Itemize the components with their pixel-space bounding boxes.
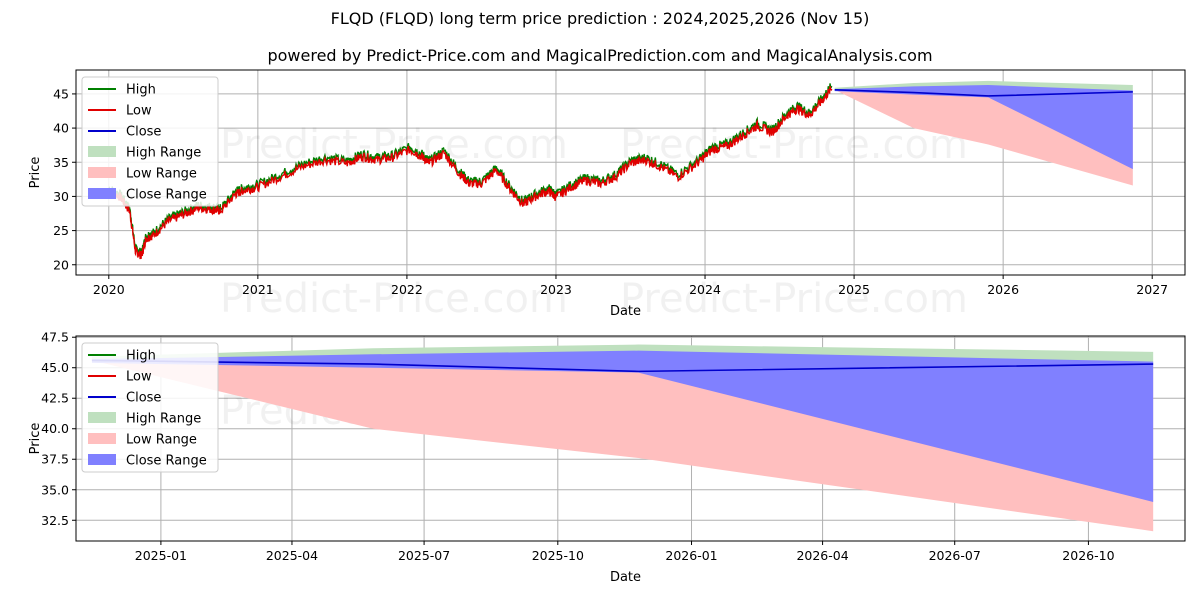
- y-tick-label: 37.5: [41, 452, 69, 467]
- chart-subtitle: powered by Predict-Price.com and Magical…: [267, 46, 933, 65]
- marks: [108, 80, 1133, 260]
- legend-label: High Range: [126, 412, 201, 427]
- x-tick-label: 2025-01: [135, 548, 187, 563]
- plot-frame: [75, 69, 1186, 276]
- y-tick-label: 40.0: [41, 421, 69, 436]
- x-tick-label: 2025-10: [532, 548, 584, 563]
- close-range-area: [834, 85, 1133, 170]
- x-axis-title: Date: [610, 304, 641, 319]
- legend-swatch: [88, 146, 116, 157]
- y-axis-title: Price: [28, 157, 43, 189]
- chart-panel-1: 2020 2021 2022 2023 2024 2025 2026 202720253035…: [28, 69, 1186, 322]
- legend-swatch: [88, 433, 116, 444]
- x-tick-label: 2025-07: [398, 548, 450, 563]
- marks: [91, 344, 1154, 532]
- x-axis-title: Date: [610, 570, 641, 585]
- plot-frame: [75, 335, 1186, 542]
- legend-label: Close Range: [126, 454, 207, 469]
- legend-label: High: [126, 83, 156, 98]
- legend: High Low Close High Range Low Range Close Ran…: [81, 76, 219, 207]
- legend: High Low Close High Range Low Range Close Ran…: [81, 342, 219, 473]
- legend-label: Low Range: [126, 167, 197, 182]
- legend-label: High: [126, 349, 156, 364]
- legend-label: Low: [126, 370, 152, 385]
- close-forecast-line: [91, 359, 1154, 373]
- y-tick-label: 47.5: [41, 330, 69, 345]
- y-tick-label: 25: [53, 223, 69, 238]
- x-tick-label: 2027: [1136, 282, 1168, 297]
- legend-swatch: [88, 412, 116, 423]
- legend-swatch: [88, 454, 116, 465]
- x-tick-label: 2022: [391, 282, 423, 297]
- y-tick-label: 45: [53, 86, 69, 101]
- x-tick-label: 2021: [242, 282, 274, 297]
- legend-label: Low: [126, 104, 152, 119]
- y-tick-label: 35: [53, 155, 69, 170]
- watermark: Predict-Price.com: [220, 276, 568, 322]
- legend-label: Low Range: [126, 433, 197, 448]
- y-tick-label: 45.0: [41, 360, 69, 375]
- x-tick-label: 2026-04: [796, 548, 848, 563]
- x-tick-label: 2026-10: [1062, 548, 1114, 563]
- legend-label: Close Range: [126, 188, 207, 203]
- x-tick-label: 2026-07: [929, 548, 981, 563]
- y-tick-label: 42.5: [41, 391, 69, 406]
- y-tick-label: 32.5: [41, 513, 69, 528]
- close-forecast-line: [834, 89, 1133, 97]
- legend-swatch: [88, 167, 116, 178]
- y-tick-label: 35.0: [41, 482, 69, 497]
- low-history-line: [108, 86, 833, 260]
- y-tick-label: 20: [53, 257, 69, 272]
- x-tick-label: 2025-04: [266, 548, 318, 563]
- y-axis-title: Price: [28, 423, 43, 455]
- x-tick-label: 2025: [838, 282, 870, 297]
- x-tick-label: 2020: [93, 282, 125, 297]
- x-tick-label: 2024: [689, 282, 721, 297]
- watermark: Predict-Price.com: [620, 122, 968, 168]
- chart-title: FLQD (FLQD) long term price prediction :…: [330, 9, 870, 28]
- x-tick-label: 2023: [540, 282, 572, 297]
- legend-label: High Range: [126, 146, 201, 161]
- y-tick-label: 40: [53, 121, 69, 136]
- x-tick-label: 2026: [987, 282, 1019, 297]
- watermark: Predict-Price.com: [620, 276, 968, 322]
- chart-panel-2: 2025-01 2025-04 2025-07 2025-10 2026-01 2026-…: [28, 330, 1186, 585]
- legend-label: Close: [126, 125, 161, 140]
- y-tick-label: 30: [53, 189, 69, 204]
- legend-label: Close: [126, 391, 161, 406]
- x-tick-label: 2026-01: [665, 548, 717, 563]
- watermark: Predict-Price.com: [220, 122, 568, 168]
- close-range-area: [91, 350, 1154, 502]
- legend-swatch: [88, 188, 116, 199]
